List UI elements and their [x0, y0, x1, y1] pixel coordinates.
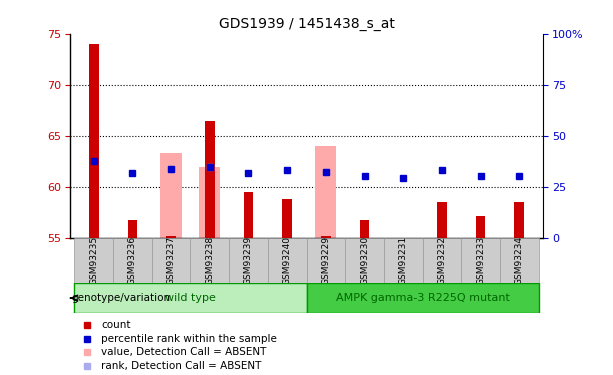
- Text: GSM93236: GSM93236: [128, 236, 137, 285]
- Text: genotype/variation: genotype/variation: [71, 293, 170, 303]
- Bar: [191, 238, 229, 283]
- Bar: [229, 238, 268, 283]
- Bar: [360, 220, 370, 238]
- Bar: [321, 236, 330, 238]
- Text: rank, Detection Call = ABSENT: rank, Detection Call = ABSENT: [101, 361, 262, 370]
- Text: count: count: [101, 320, 131, 330]
- Text: GSM93229: GSM93229: [321, 236, 330, 285]
- Bar: [306, 283, 539, 313]
- Bar: [89, 44, 99, 238]
- Bar: [514, 202, 524, 238]
- Title: GDS1939 / 1451438_s_at: GDS1939 / 1451438_s_at: [219, 17, 394, 32]
- Bar: [205, 121, 215, 238]
- Bar: [283, 199, 292, 238]
- Bar: [306, 238, 345, 283]
- Bar: [128, 220, 137, 238]
- Text: GSM93235: GSM93235: [89, 236, 98, 285]
- Text: GSM93239: GSM93239: [244, 236, 253, 285]
- Bar: [345, 238, 384, 283]
- Bar: [422, 238, 461, 283]
- Bar: [166, 236, 176, 238]
- Bar: [243, 192, 253, 238]
- Bar: [74, 283, 306, 313]
- Text: AMPK gamma-3 R225Q mutant: AMPK gamma-3 R225Q mutant: [336, 293, 509, 303]
- Bar: [161, 153, 181, 238]
- Bar: [476, 216, 485, 238]
- Bar: [461, 238, 500, 283]
- Bar: [398, 238, 408, 239]
- Text: GSM93238: GSM93238: [205, 236, 215, 285]
- Text: GSM93233: GSM93233: [476, 236, 485, 285]
- Text: GSM93232: GSM93232: [438, 236, 446, 285]
- Bar: [315, 146, 337, 238]
- Text: value, Detection Call = ABSENT: value, Detection Call = ABSENT: [101, 347, 267, 357]
- Bar: [268, 238, 306, 283]
- Bar: [152, 238, 191, 283]
- Bar: [113, 238, 152, 283]
- Bar: [74, 238, 113, 283]
- Text: GSM93240: GSM93240: [283, 236, 292, 285]
- Bar: [199, 166, 221, 238]
- Bar: [384, 238, 422, 283]
- Text: GSM93234: GSM93234: [515, 236, 524, 285]
- Bar: [500, 238, 539, 283]
- Text: GSM93237: GSM93237: [167, 236, 175, 285]
- Text: GSM93231: GSM93231: [398, 236, 408, 285]
- Bar: [437, 202, 447, 238]
- Text: GSM93230: GSM93230: [360, 236, 369, 285]
- Text: wild type: wild type: [165, 293, 216, 303]
- Text: percentile rank within the sample: percentile rank within the sample: [101, 334, 277, 344]
